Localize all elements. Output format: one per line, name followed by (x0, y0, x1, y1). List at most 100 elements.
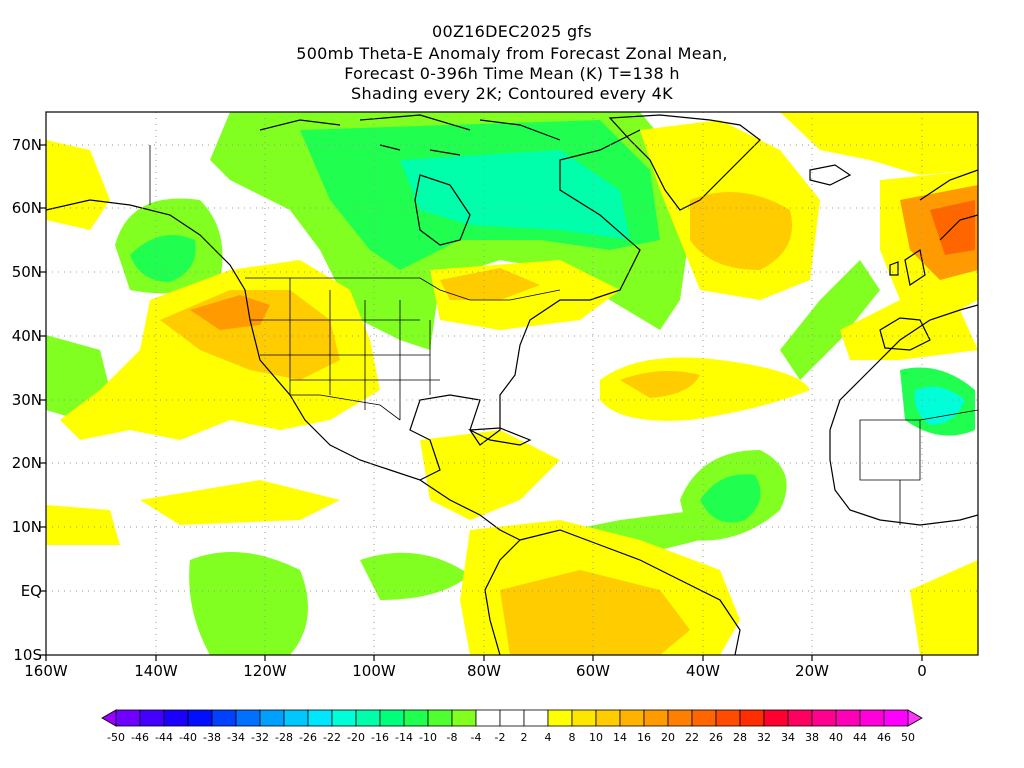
colorbar-swatch (235, 709, 261, 727)
colorbar-label: -46 (131, 731, 149, 744)
colorbar-swatch (835, 709, 861, 727)
iberia-coastline (879, 317, 931, 351)
colorbar-swatch (307, 709, 333, 727)
colorbar-label: -40 (179, 731, 197, 744)
axis-ticks (40, 144, 923, 661)
northpacific-warm (46, 140, 110, 230)
colorbar-label: 34 (781, 731, 795, 744)
atlantic-cool-band (780, 260, 880, 380)
north-america-coastline (46, 129, 641, 481)
colorbar-label: -10 (419, 731, 437, 744)
canada-arctic-islands (259, 114, 561, 156)
africa-coastline (829, 304, 978, 526)
lon-label-120W: 120W (243, 662, 287, 680)
coastlines (46, 114, 978, 655)
colorbar-swatch (715, 709, 741, 727)
scandinavia-coastline (919, 169, 978, 241)
tropical-pacific-warm (46, 505, 120, 545)
tropical-pacific-warm2 (140, 480, 340, 525)
colorbar-swatch (667, 709, 693, 727)
colorbar-label: 28 (733, 731, 747, 744)
colorbar-swatch (883, 709, 909, 727)
lon-label-140W: 140W (134, 662, 178, 680)
colorbar-swatch (451, 709, 477, 727)
title-line-field: 500mb Theta-E Anomaly from Forecast Zona… (296, 44, 728, 63)
atlantic-cool-tropics-core (700, 474, 761, 523)
lat-label-70N: 70N (11, 136, 42, 154)
colorbar-swatch (499, 709, 525, 727)
alaska-cool-core (130, 235, 196, 282)
colorbar-swatch (259, 709, 285, 727)
colorbar-label: 50 (901, 731, 915, 744)
title-line-shading: Shading every 2K; Contoured every 4K (351, 84, 673, 103)
colorbar-label: 8 (568, 731, 576, 744)
lon-label-40W: 40W (686, 662, 720, 680)
colorbar-label: 46 (877, 731, 891, 744)
colorbar-label: 44 (853, 731, 867, 744)
lon-label-20W: 20W (795, 662, 829, 680)
subtropical-atlantic-core (620, 371, 700, 398)
colorbar-label: 40 (829, 731, 843, 744)
colorbar-swatch (163, 709, 189, 727)
colorbar (101, 709, 923, 727)
colorbar-swatch (595, 709, 621, 727)
colorbar-label: -22 (323, 731, 341, 744)
colorbar-swatch (379, 709, 405, 727)
colorbar-swatch (283, 709, 309, 727)
greenland-warm-core (690, 192, 792, 270)
colorbar-label: 2 (520, 731, 528, 744)
colorbar-swatch (619, 709, 645, 727)
lat-label-10N: 10N (11, 518, 42, 536)
colorbar-swatch (643, 709, 669, 727)
colorbar-swatch (811, 709, 837, 727)
colorbar-label: 10 (589, 731, 603, 744)
colorbar-swatch (787, 709, 813, 727)
lat-label-30N: 30N (11, 391, 42, 409)
colorbar-label: -26 (299, 731, 317, 744)
colorbar-swatch (475, 709, 501, 727)
colorbar-label: 22 (685, 731, 699, 744)
us-canada-border (245, 277, 561, 301)
lat-label-40N: 40N (11, 327, 42, 345)
colorbar-swatch (763, 709, 789, 727)
political-borders (149, 145, 978, 525)
subtropical-atlantic-warm (600, 357, 810, 421)
colorbar-swatch (331, 709, 357, 727)
colorbar-label: 20 (661, 731, 675, 744)
colorbar-swatch (403, 709, 429, 727)
africa-cool-core (914, 386, 965, 425)
colorbar-swatch (187, 709, 213, 727)
cuba (467, 427, 532, 446)
us-state-lines (250, 278, 440, 420)
colorbar-swatch (523, 709, 549, 727)
pacific-cool-south2 (360, 552, 470, 600)
colorbar-swatch (571, 709, 597, 727)
colorbar-swatch (139, 709, 165, 727)
canada-cool-max (400, 150, 630, 240)
colorbar-label: 16 (637, 731, 651, 744)
colorbar-label: -8 (446, 731, 458, 744)
plot-frame (45, 111, 979, 656)
colorbar-label: 4 (544, 731, 552, 744)
lat-label-EQ: EQ (20, 582, 42, 600)
title-line-forecast: Forecast 0-396h Time Mean (K) T=138 h (344, 64, 680, 83)
lon-label-100W: 100W (352, 662, 396, 680)
africa-borders (859, 409, 978, 525)
colorbar-swatch (427, 709, 453, 727)
lat-label-20N: 20N (11, 454, 42, 472)
colorbar-label: -32 (251, 731, 269, 744)
colorbar-swatch (547, 709, 573, 727)
iceland (809, 164, 852, 186)
colorbar-label: -20 (347, 731, 365, 744)
title-line-date: 00Z16DEC2025 gfs (431, 22, 592, 41)
us-mexico-border (290, 394, 401, 421)
south-america-coastline (484, 529, 741, 655)
colorbar-swatch (859, 709, 885, 727)
colorbar-arrow-low (101, 709, 117, 727)
colorbar-swatch (739, 709, 765, 727)
lon-label-80W: 80W (467, 662, 501, 680)
british-isles (889, 249, 926, 286)
lat-label-60N: 60N (11, 199, 42, 217)
southeast-africa-warm (910, 560, 978, 655)
